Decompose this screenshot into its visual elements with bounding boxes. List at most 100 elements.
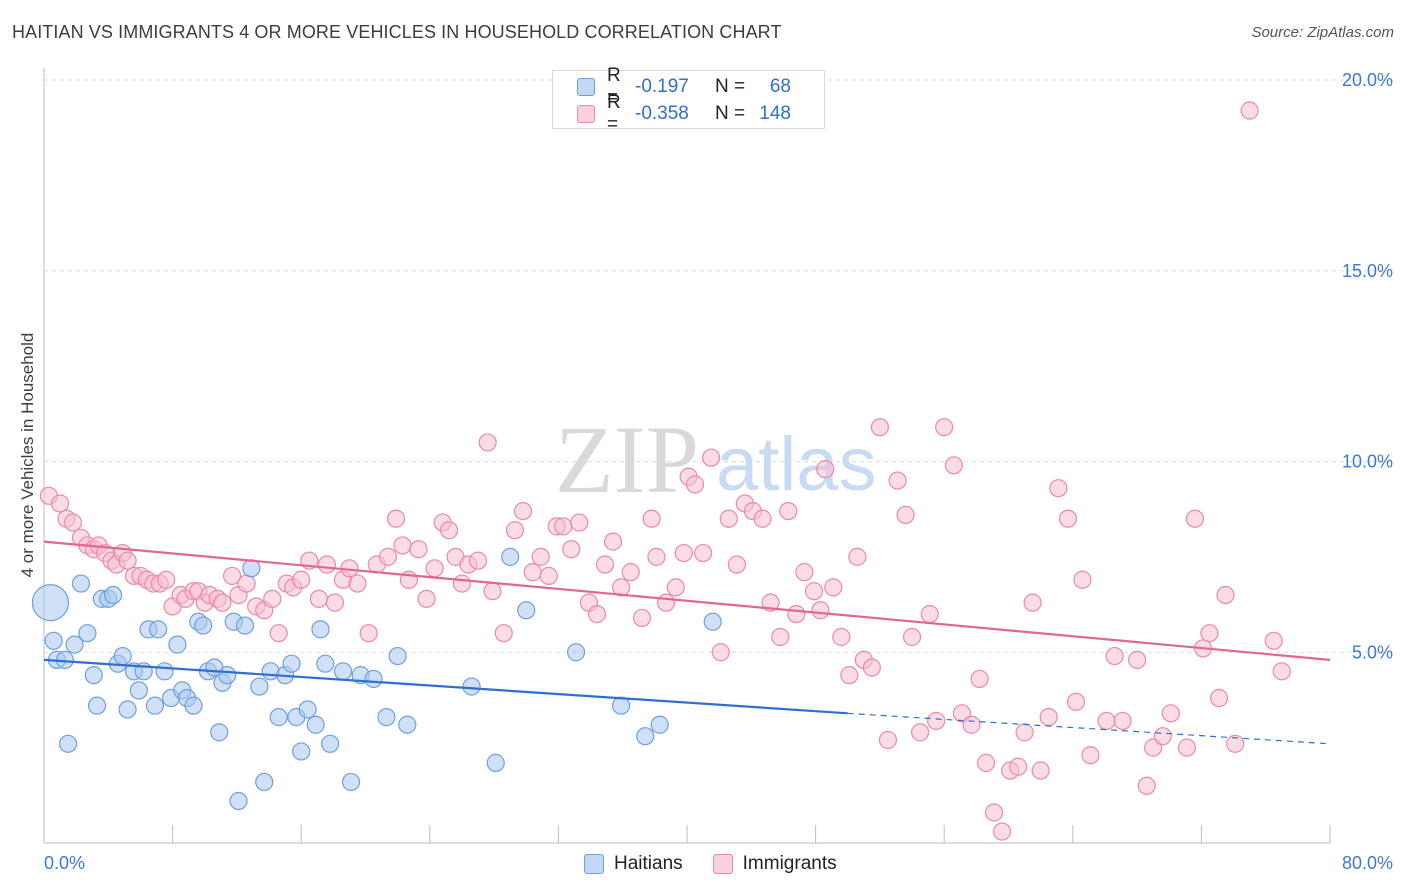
haitian-point [316, 654, 335, 673]
immigrant-point [523, 563, 542, 582]
legend-label-immigrants: Immigrants [742, 853, 837, 874]
legend-item-haitians[interactable]: Haitians [584, 853, 683, 875]
watermark-zip: ZIP [555, 406, 699, 513]
immigrant-point [702, 448, 721, 467]
immigrant-point [647, 547, 666, 566]
series-haitians [31, 547, 722, 811]
immigrant-point [824, 578, 843, 597]
immigrant-point [513, 501, 533, 521]
immigrant-point [621, 563, 640, 582]
immigrant-point [1177, 738, 1197, 757]
haitian-trend-extension [847, 712, 1331, 745]
immigrant-point [1137, 776, 1156, 795]
immigrant-point [554, 517, 573, 536]
haitian-point [155, 662, 174, 681]
haitian-point [298, 700, 317, 719]
haitian-point [333, 662, 353, 681]
immigrant-point [292, 570, 311, 589]
haitian-point [703, 612, 722, 631]
immigrant-point [1209, 688, 1229, 708]
series-legend: Haitians Immigrants [584, 853, 867, 875]
tick-labels: 5.0% 10.0% 15.0% 20.0% 0.0% 80.0% [44, 70, 1393, 873]
trend-lines [43, 540, 1331, 745]
immigrant-point [927, 711, 946, 731]
immigrant-point [587, 604, 607, 624]
legend-r-label: R = [607, 92, 621, 135]
haitian-point [218, 666, 237, 685]
immigrant-point [1272, 662, 1291, 681]
immigrant-point [425, 559, 444, 578]
immigrant-point [222, 566, 242, 586]
immigrant-point [693, 543, 713, 563]
immigrant-point [816, 460, 835, 479]
haitian-point [104, 585, 123, 605]
haitian-point [31, 584, 70, 622]
legend-r-value: -0.197 [635, 76, 689, 97]
immigrant-point [63, 513, 83, 532]
haitian-point [321, 734, 340, 753]
immigrant-point [317, 555, 337, 574]
legend-swatch-immigrants [577, 105, 595, 123]
haitian-point [210, 723, 229, 742]
haitian-point [235, 616, 255, 635]
immigrant-point [632, 608, 652, 628]
y-tick-label: 20.0% [1342, 70, 1393, 90]
correlation-legend: R = -0.197 N = 68 R = -0.358 N = 148 [552, 65, 825, 135]
immigrant-point [795, 563, 814, 582]
x-tick-label: 80.0% [1342, 853, 1393, 873]
y-axis-label: 4 or more Vehicles in Household [18, 332, 37, 578]
immigrant-point [840, 666, 859, 685]
immigrant-point [753, 509, 772, 528]
immigrant-point [118, 551, 137, 570]
immigrant-point [1073, 570, 1092, 589]
source-label: Source: ZipAtlas.com [1251, 24, 1394, 41]
haitian-point [282, 654, 301, 673]
haitian-point [194, 616, 213, 635]
immigrant-point [505, 521, 525, 540]
watermark: ZIP atlas [555, 406, 877, 513]
legend-swatch-immigrants [712, 854, 733, 874]
haitian-point [566, 643, 586, 662]
immigrant-trend-line [43, 540, 1331, 661]
legend-swatch-haitians [584, 854, 604, 874]
immigrant-point [657, 593, 676, 612]
immigrant-point [478, 433, 497, 452]
immigrant-point [409, 540, 428, 559]
immigrant-point [685, 475, 705, 494]
haitian-point [113, 646, 132, 666]
immigrant-point [263, 589, 282, 608]
immigrant-point [674, 543, 693, 563]
immigrant-point [1081, 746, 1100, 765]
immigrant-point [1009, 757, 1028, 776]
immigrant-point [944, 456, 963, 475]
immigrant-point [804, 582, 824, 601]
immigrant-point [325, 593, 345, 612]
immigrant-point [992, 822, 1012, 841]
legend-n-label: N = [715, 76, 746, 97]
legend-r-value: -0.358 [635, 103, 689, 124]
immigrant-point [603, 532, 623, 551]
immigrant-point [1200, 624, 1219, 643]
immigrant-point [213, 593, 232, 612]
haitian-point [118, 700, 137, 719]
haitian-trend-line [43, 658, 848, 715]
haitian-point [250, 677, 269, 696]
immigrant-point [832, 627, 851, 647]
immigrant-point [483, 582, 502, 601]
haitian-point [377, 708, 396, 727]
immigrant-point [878, 730, 898, 750]
haitian-point [501, 547, 520, 566]
immigrant-point [1264, 631, 1283, 650]
immigrant-point [1031, 761, 1050, 780]
haitian-point [145, 696, 165, 715]
immigrant-point [348, 574, 367, 593]
immigrant-point [539, 566, 558, 586]
legend-n-value: 148 [759, 103, 791, 124]
immigrant-point [1127, 650, 1147, 669]
immigrant-point [1240, 101, 1259, 120]
legend-item-immigrants[interactable]: Immigrants [712, 853, 837, 875]
immigrant-point [386, 509, 406, 528]
y-tick-label: 10.0% [1342, 452, 1393, 472]
immigrant-point [417, 589, 436, 608]
